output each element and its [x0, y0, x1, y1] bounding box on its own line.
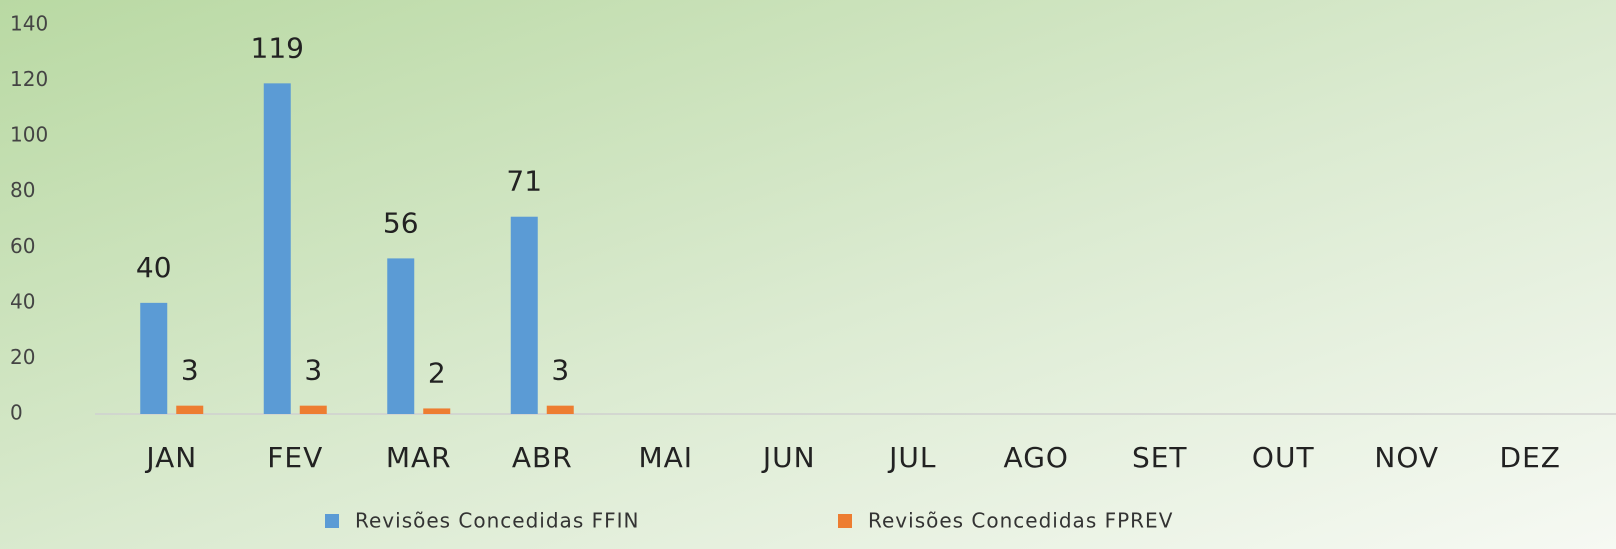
- x-tick-label: JUL: [887, 441, 936, 474]
- bar: [423, 408, 451, 414]
- data-label: 3: [304, 354, 322, 387]
- data-label: 3: [181, 354, 199, 387]
- y-tick-label: 0: [10, 401, 23, 425]
- data-label: 56: [383, 206, 419, 239]
- x-tick-label: OUT: [1252, 441, 1315, 474]
- x-tick-label: FEV: [267, 441, 323, 474]
- bar: [546, 405, 574, 414]
- x-tick-label: JAN: [144, 441, 197, 474]
- data-label: 119: [251, 31, 304, 64]
- x-tick-label: JUN: [761, 441, 816, 474]
- y-tick-label: 60: [10, 234, 35, 258]
- x-tick-label: NOV: [1374, 441, 1439, 474]
- data-label: 71: [506, 165, 542, 198]
- x-tick-label: ABR: [512, 441, 573, 474]
- legend-label: Revisões Concedidas FFIN: [355, 509, 639, 533]
- data-label: 40: [136, 251, 172, 284]
- data-label: 3: [551, 354, 569, 387]
- legend-label: Revisões Concedidas FPREV: [868, 509, 1173, 533]
- bar: [387, 258, 415, 414]
- bar: [510, 216, 538, 414]
- bar: [263, 83, 291, 414]
- x-tick-label: DEZ: [1500, 441, 1561, 474]
- legend-swatch: [838, 514, 852, 528]
- x-tick-label: SET: [1132, 441, 1188, 474]
- y-tick-label: 80: [10, 178, 35, 202]
- x-tick-label: MAR: [386, 441, 452, 474]
- bar: [140, 302, 168, 414]
- x-tick-label: MAI: [638, 441, 693, 474]
- data-label: 2: [428, 356, 446, 389]
- bar: [176, 405, 204, 414]
- y-tick-label: 100: [10, 123, 48, 147]
- y-tick-label: 140: [10, 12, 48, 36]
- bar: [299, 405, 327, 414]
- y-tick-label: 120: [10, 67, 48, 91]
- y-tick-label: 20: [10, 345, 35, 369]
- y-tick-label: 40: [10, 289, 35, 313]
- legend-swatch: [325, 514, 339, 528]
- x-tick-label: AGO: [1004, 441, 1069, 474]
